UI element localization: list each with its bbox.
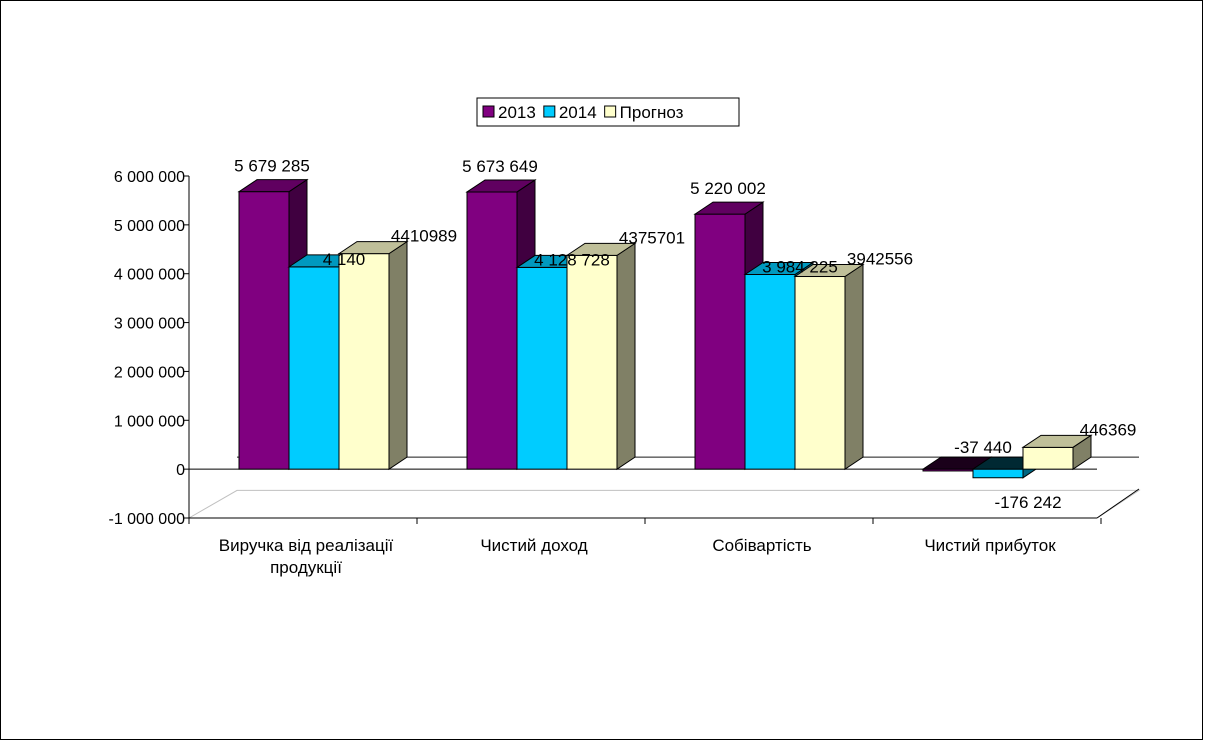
y-tick-label: 6 000 000 bbox=[114, 169, 185, 186]
data-label-прогноз-2: 4375701 bbox=[619, 228, 685, 247]
data-label-2014-1: 4 140 bbox=[323, 250, 366, 269]
category-label-2: Чистий доход bbox=[480, 536, 587, 555]
y-tick-label: 2 000 000 bbox=[114, 364, 185, 381]
legend-swatch-2014 bbox=[543, 105, 556, 118]
data-label-прогноз-1: 4410989 bbox=[391, 227, 457, 246]
bar-прогноз-1 bbox=[337, 240, 409, 471]
data-label-2014-2: 4 128 728 bbox=[534, 250, 610, 269]
category-label-1: продукції bbox=[270, 558, 342, 577]
data-label-2013-4: -37 440 bbox=[954, 438, 1012, 457]
data-label-2013-1: 5 679 285 bbox=[234, 157, 310, 176]
floor-right-edge bbox=[1096, 488, 1140, 519]
data-label-2013-3: 5 220 002 bbox=[690, 179, 766, 198]
y-tick-label: -1 000 000 bbox=[108, 511, 185, 528]
bar-прогноз-3 bbox=[793, 263, 865, 471]
legend-swatch-2013 bbox=[482, 105, 495, 118]
legend-label-2013: 2013 bbox=[498, 103, 536, 122]
data-label-2014-4: -176 242 bbox=[994, 493, 1061, 512]
category-label-1: Виручка від реалізації bbox=[219, 536, 394, 555]
legend-label-прогноз: Прогноз bbox=[620, 103, 684, 122]
data-label-2014-3: 3 984 225 bbox=[762, 257, 838, 276]
bar-прогноз-2 bbox=[565, 242, 637, 471]
y-tick-label: 0 bbox=[176, 462, 185, 479]
category-label-4: Чистий прибуток bbox=[924, 536, 1056, 555]
y-tick-label: 4 000 000 bbox=[114, 267, 185, 284]
y-tick-label: 1 000 000 bbox=[114, 413, 185, 430]
legend-label-2014: 2014 bbox=[559, 103, 597, 122]
category-label-3: Собівартість bbox=[712, 536, 811, 555]
data-label-2013-2: 5 673 649 bbox=[462, 157, 538, 176]
data-label-прогноз-3: 3942556 bbox=[847, 250, 913, 269]
legend-swatch-прогноз bbox=[604, 105, 617, 118]
data-label-прогноз-4: 446369 bbox=[1080, 420, 1137, 439]
y-tick-label: 5 000 000 bbox=[114, 218, 185, 235]
bar-прогноз-4 bbox=[1021, 434, 1093, 471]
y-tick-label: 3 000 000 bbox=[114, 316, 185, 333]
bar-2013-3 bbox=[693, 201, 765, 471]
